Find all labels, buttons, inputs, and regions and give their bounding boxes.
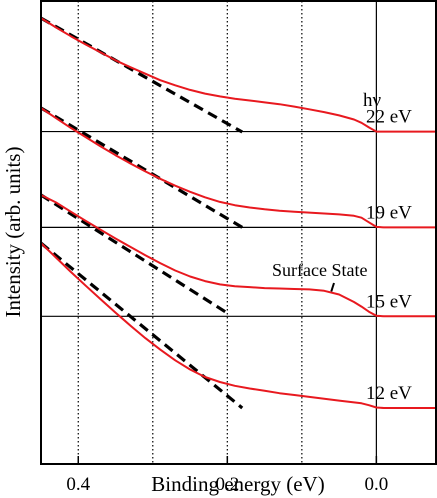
series-label: 19 eV [366, 202, 412, 223]
annotation-text: Surface State [272, 260, 367, 280]
y-axis-title: Intensity (arb. units) [1, 147, 25, 318]
annotation-pointer [330, 282, 335, 292]
plot-frame [40, 0, 437, 465]
series-label: 22 eV [366, 107, 412, 128]
spectrum-line [40, 17, 436, 133]
linear-fits [39, 16, 244, 410]
x-tick-label: 0.2 [215, 474, 239, 495]
linear-fit-line [39, 241, 244, 410]
x-tick-labels: 0.4 0.2 0.0 [66, 474, 388, 495]
x-axis-title: Binding energy (eV) [151, 472, 324, 496]
series-label: 12 eV [366, 383, 412, 404]
series-labels: 22 eV 19 eV 15 eV 12 eV [366, 107, 412, 404]
legend-title: hν [363, 90, 382, 111]
surface-state-annotation: Surface State [272, 260, 367, 292]
spectrum-line [40, 242, 436, 409]
spectrum-line [40, 107, 436, 229]
spectrum-line [40, 194, 436, 318]
series-label: 15 eV [366, 291, 412, 312]
linear-fit-line [40, 193, 229, 315]
x-ticks [77, 456, 378, 464]
spectra [40, 17, 436, 409]
x-tick-label: 0.4 [66, 474, 90, 495]
linear-fit-line [40, 106, 244, 229]
x-tick-label: 0.0 [365, 474, 389, 495]
grid-lines [77, 1, 377, 464]
linear-fit-line [40, 16, 244, 134]
